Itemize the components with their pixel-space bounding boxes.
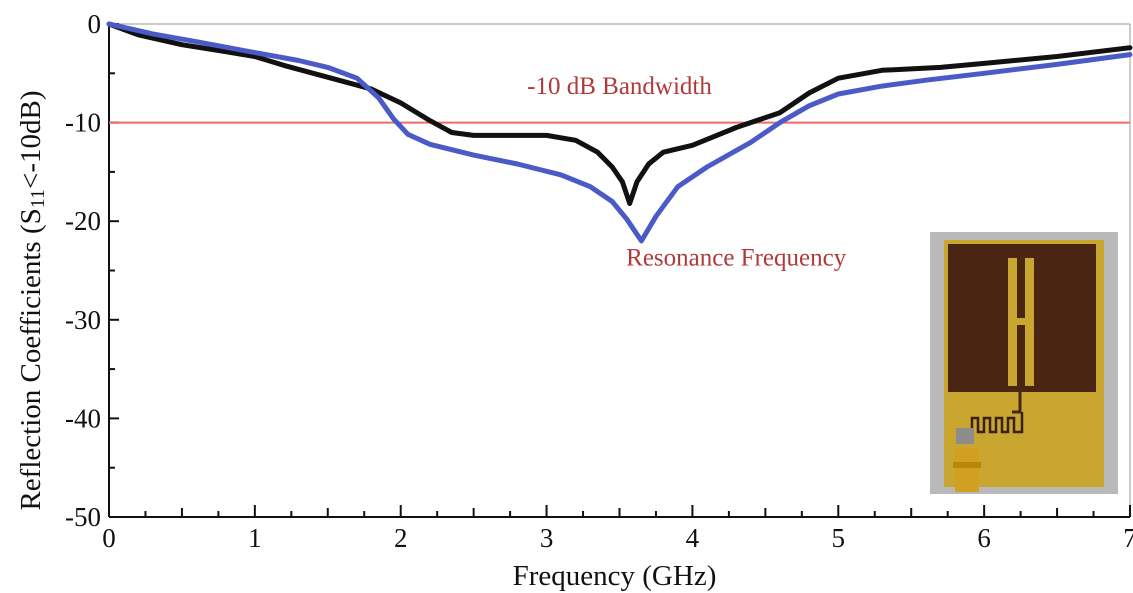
y-axis-title-condition: <-10dB) bbox=[15, 90, 47, 189]
x-tick-label: 4 bbox=[686, 523, 700, 553]
antenna-photo-inset bbox=[930, 232, 1118, 494]
y-tick-label: -40 bbox=[65, 403, 101, 433]
annotation-2: Resonance Frequency bbox=[626, 245, 847, 272]
series-line-1 bbox=[106, 21, 1133, 206]
series-group bbox=[106, 21, 1133, 244]
sma-connector-ring bbox=[953, 462, 981, 468]
y-axis-title-main: Reflection Coefficients (S bbox=[15, 208, 47, 510]
sma-connector-body bbox=[956, 428, 974, 444]
annotations: -10 dB Bandwidth Resonance Frequency bbox=[527, 73, 847, 272]
y-tick-label: -30 bbox=[65, 305, 101, 335]
y-tick-label: -50 bbox=[65, 502, 101, 532]
x-axis-title: Frequency (GHz) bbox=[513, 560, 717, 592]
x-tick-label: 7 bbox=[1123, 523, 1133, 553]
annotation-1: -10 dB Bandwidth bbox=[527, 73, 712, 100]
axes: 0 1 2 3 4 5 6 7 0 -10 -20 -30 -40 -50 Frequency (GHz) R… bbox=[15, 9, 1133, 592]
antenna-slot-bridge bbox=[1008, 318, 1034, 325]
x-tick-label: 3 bbox=[540, 523, 554, 553]
x-tick-label: 0 bbox=[102, 523, 116, 553]
x-tick-label: 1 bbox=[248, 523, 262, 553]
y-axis-title-subscript: 11 bbox=[27, 189, 49, 208]
antenna-feed-line bbox=[1012, 392, 1022, 414]
x-tick-label: 5 bbox=[832, 523, 846, 553]
y-tick-label: 0 bbox=[88, 9, 102, 39]
y-axis-title: Reflection Coefficients (S11<-10dB) bbox=[15, 90, 49, 510]
y-tick-label: -20 bbox=[65, 206, 101, 236]
series-line-2 bbox=[106, 21, 1133, 244]
x-tick-label: 6 bbox=[977, 523, 991, 553]
x-tick-label: 2 bbox=[394, 523, 408, 553]
sma-connector bbox=[955, 448, 979, 492]
y-tick-label: -10 bbox=[65, 108, 101, 138]
meander-line bbox=[968, 412, 1024, 434]
